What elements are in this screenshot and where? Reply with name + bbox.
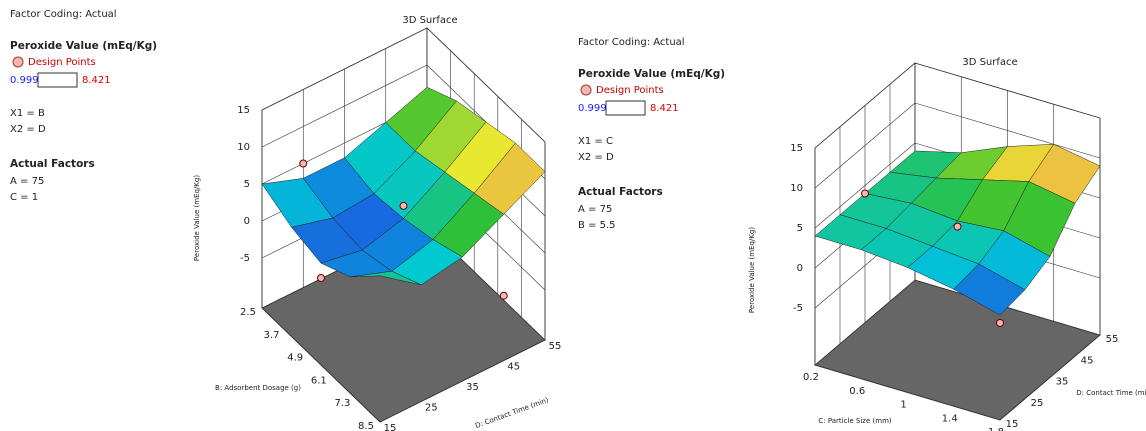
y-axis-label: B: Adsorbent Dosage (g) <box>215 384 301 392</box>
factor-coding: Factor Coding: Actual <box>10 9 117 20</box>
factor: X2 = D <box>10 124 46 135</box>
design-point <box>953 222 962 231</box>
y-tick-label: 4.9 <box>287 353 303 364</box>
x-tick-label: 0.6 <box>849 386 865 397</box>
x-tick-label: 15 <box>384 423 397 431</box>
z-tick-label: 0 <box>797 263 803 274</box>
x-tick-label: 55 <box>549 341 562 352</box>
factor: X1 = C <box>578 136 613 147</box>
z-tick-label: 10 <box>790 183 803 194</box>
z-tick-label: 0 <box>244 216 250 227</box>
x-tick-label: 35 <box>466 382 479 393</box>
legend-label: Design Points <box>596 85 664 96</box>
surface-patch <box>350 270 422 286</box>
z-tick-label: 15 <box>237 105 250 116</box>
design-point <box>399 201 408 210</box>
x-tick-label: 1.8 <box>988 427 1004 431</box>
design-point <box>861 189 869 198</box>
x-tick-label: 0.2 <box>803 372 819 383</box>
actual-heading: Actual Factors <box>10 158 95 170</box>
x-tick-label: 1 <box>900 400 906 411</box>
y-tick-label: 45 <box>1081 355 1094 366</box>
legend-label: Design Points <box>28 57 96 68</box>
x-axis-label: D: Contact Time (min) <box>474 396 550 430</box>
y-axis-label: D: Contact Time (min) <box>1076 389 1146 397</box>
design-point <box>299 159 308 168</box>
chart-title: 3D Surface <box>962 57 1017 68</box>
z-tick-label: -5 <box>793 303 803 314</box>
z-axis-label: Peroxide Value (mEq/Kg) <box>193 175 201 261</box>
z-tick-label: 5 <box>244 179 250 190</box>
grid-line <box>426 27 546 143</box>
y-tick-label: 35 <box>1056 377 1069 388</box>
response-name: Peroxide Value (mEq/Kg) <box>578 68 725 80</box>
x-tick-label: 25 <box>425 403 438 414</box>
actual-heading: Actual Factors <box>578 186 663 198</box>
design-point <box>996 319 1004 327</box>
factor-coding: Factor Coding: Actual <box>578 37 685 48</box>
factor: X1 = B <box>10 108 45 119</box>
legend-marker <box>580 84 592 96</box>
surface-patch <box>953 263 1026 316</box>
range-low: 0.999 <box>10 75 39 86</box>
design-point <box>499 291 508 300</box>
y-tick-label: 2.5 <box>240 307 256 318</box>
z-tick-label: 10 <box>237 142 250 153</box>
y-tick-label: 3.7 <box>264 330 280 341</box>
range-high: 8.421 <box>650 103 679 114</box>
legend-marker <box>12 56 24 68</box>
z-tick-label: 15 <box>790 143 803 154</box>
actual-factor: A = 75 <box>10 176 44 187</box>
x-tick-label: 45 <box>507 362 520 373</box>
x-axis-label: C: Particle Size (mm) <box>818 417 892 425</box>
design-point <box>317 274 325 282</box>
y-tick-label: 8.5 <box>358 421 374 431</box>
range-box <box>605 100 646 116</box>
actual-factor: B = 5.5 <box>578 220 616 231</box>
y-tick-label: 6.1 <box>311 375 327 386</box>
x-tick-label: 1.4 <box>942 413 958 424</box>
range-low: 0.999 <box>578 103 607 114</box>
chart: Factor Coding: Actual Peroxide Value (mEq… <box>10 9 561 431</box>
z-tick-label: -5 <box>240 253 250 264</box>
range-high: 8.421 <box>82 75 111 86</box>
chart-title: 3D Surface <box>402 15 457 26</box>
z-tick-label: 5 <box>797 223 803 234</box>
factor: X2 = D <box>578 152 614 163</box>
range-box <box>37 72 78 88</box>
y-tick-label: 25 <box>1031 398 1044 409</box>
y-tick-label: 15 <box>1006 419 1019 430</box>
chart: Factor Coding: Actual Peroxide Value (mEq… <box>578 37 1146 431</box>
y-tick-label: 7.3 <box>334 398 350 409</box>
y-tick-label: 55 <box>1106 334 1119 345</box>
actual-factor: C = 1 <box>10 192 38 203</box>
response-name: Peroxide Value (mEq/Kg) <box>10 40 157 52</box>
actual-factor: A = 75 <box>578 204 612 215</box>
z-axis-label: Peroxide Value (mEq/Kg) <box>748 227 756 313</box>
